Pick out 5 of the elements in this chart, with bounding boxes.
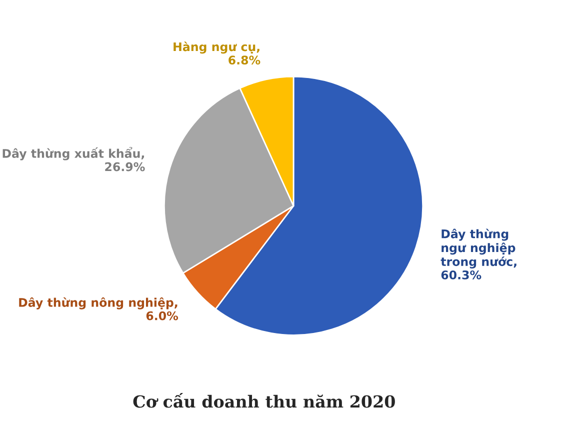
slice-label: Dây thừng xuất khẩu, 26.9% [2,146,145,172]
slice-label: Dây thừng nông nghiệp, 6.0% [19,297,178,320]
slice-label: Hàng ngư cụ, 6.8% [174,42,260,65]
text: Cơ cấu doanh thu năm 2020 [133,392,395,408]
slice-label: Dây thừng ngư nghiệp trong nước, 60.3% [440,228,516,280]
